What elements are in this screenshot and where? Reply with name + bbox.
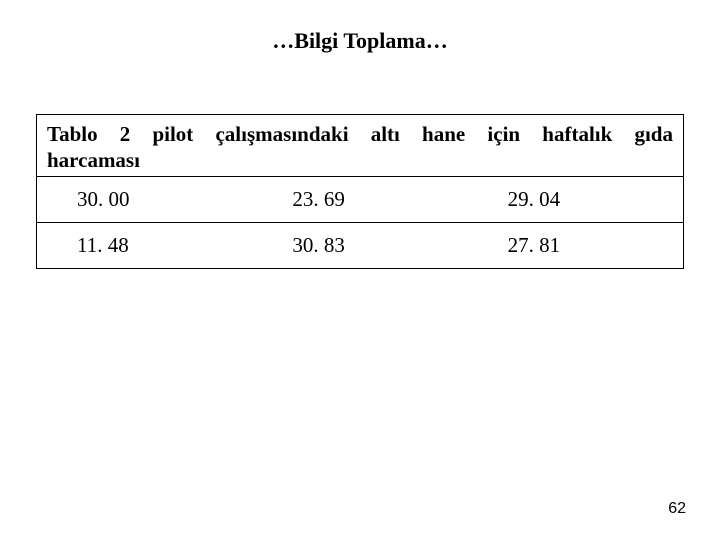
table-caption: Tablo 2 pilot çalışmasındaki altı hane i…	[37, 115, 683, 177]
page-title: …Bilgi Toplama…	[0, 0, 720, 114]
page-number: 62	[668, 500, 686, 518]
table-cell: 23. 69	[252, 177, 467, 223]
table-caption-line1: Tablo 2 pilot çalışmasındaki altı hane i…	[47, 121, 673, 147]
table-cell: 30. 83	[252, 222, 467, 268]
table-caption-line2: harcaması	[47, 147, 673, 173]
table-cell: 27. 81	[468, 222, 683, 268]
table-cell: 30. 00	[37, 177, 252, 223]
table-row: 11. 48 30. 83 27. 81	[37, 222, 683, 268]
table-row: 30. 00 23. 69 29. 04	[37, 177, 683, 223]
data-table: Tablo 2 pilot çalışmasındaki altı hane i…	[36, 114, 684, 269]
table-cell: 29. 04	[468, 177, 683, 223]
table-body: 30. 00 23. 69 29. 04 11. 48 30. 83 27. 8…	[37, 177, 683, 268]
table-cell: 11. 48	[37, 222, 252, 268]
